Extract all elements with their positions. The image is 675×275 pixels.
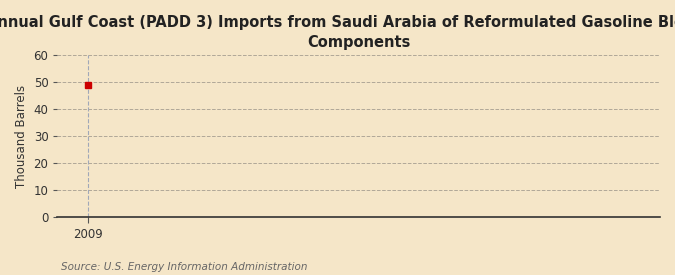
Text: Source: U.S. Energy Information Administration: Source: U.S. Energy Information Administ… — [61, 262, 307, 272]
Title: Annual Gulf Coast (PADD 3) Imports from Saudi Arabia of Reformulated Gasoline Bl: Annual Gulf Coast (PADD 3) Imports from … — [0, 15, 675, 50]
Y-axis label: Thousand Barrels: Thousand Barrels — [15, 85, 28, 188]
